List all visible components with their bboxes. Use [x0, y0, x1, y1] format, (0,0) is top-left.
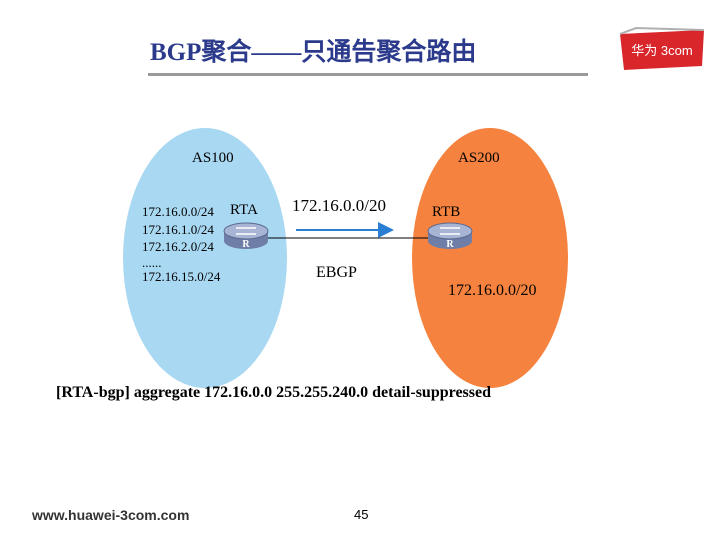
- aggregate-route-received: 172.16.0.0/20: [448, 282, 537, 299]
- route-item: 172.16.15.0/24: [142, 269, 221, 284]
- as200-region: [412, 128, 568, 388]
- aggregate-route-sent: 172.16.0.0/20: [292, 196, 386, 215]
- as100-label: AS100: [192, 150, 234, 166]
- router-icon-letter: R: [446, 239, 454, 250]
- router-a-label: RTA: [230, 202, 258, 218]
- page-number: 45: [354, 507, 369, 522]
- link-label: EBGP: [316, 264, 357, 281]
- title-divider: [148, 73, 588, 76]
- as200-label: AS200: [458, 150, 500, 166]
- route-item: 172.16.1.0/24: [142, 222, 214, 237]
- route-item: 172.16.0.0/24: [142, 204, 214, 219]
- logo-icon: 华为 3com: [619, 26, 705, 70]
- router-icon-letter: R: [242, 239, 250, 250]
- as100-region: [123, 128, 287, 388]
- slide-title: BGP聚合——只通告聚合路由: [150, 39, 477, 66]
- config-command: [RTA-bgp] aggregate 172.16.0.0 255.255.2…: [56, 384, 491, 401]
- route-item: 172.16.2.0/24: [142, 239, 214, 254]
- route-item: ......: [142, 255, 162, 270]
- router-icon[interactable]: R: [223, 222, 269, 250]
- website-url: www.huawei-3com.com: [32, 507, 190, 523]
- router-icon[interactable]: R: [427, 222, 473, 250]
- router-b-label: RTB: [432, 204, 461, 220]
- logo-text: 华为 3com: [631, 43, 692, 58]
